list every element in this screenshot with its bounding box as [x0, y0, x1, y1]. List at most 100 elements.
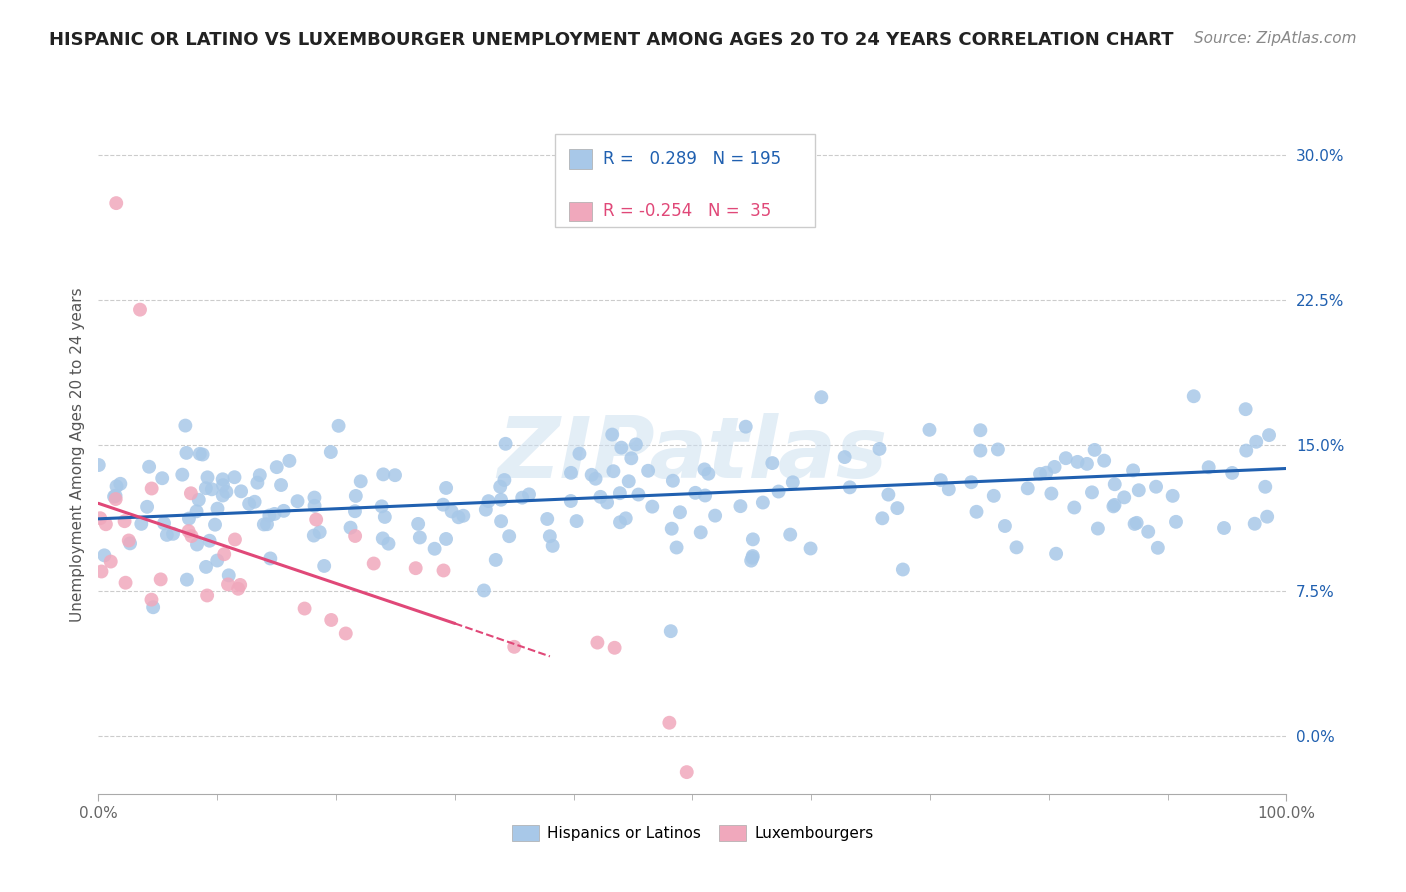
Point — [669, 505, 692, 519]
Point — [105, 479, 128, 493]
Point — [350, 475, 373, 489]
Point — [1213, 521, 1236, 535]
Point — [114, 575, 136, 590]
Point — [186, 537, 208, 551]
Point — [405, 561, 427, 575]
Point — [176, 446, 198, 460]
Point — [406, 516, 429, 531]
Point — [617, 475, 640, 489]
Point — [662, 474, 685, 488]
Point — [453, 508, 475, 523]
Point — [675, 765, 697, 780]
Point — [495, 437, 517, 451]
Point — [104, 491, 127, 506]
Point — [1258, 428, 1281, 442]
Point — [1220, 466, 1243, 480]
Point — [661, 522, 683, 536]
Point — [339, 521, 361, 535]
Point — [374, 510, 396, 524]
Point — [477, 494, 499, 508]
Point — [1182, 389, 1205, 403]
Point — [263, 507, 285, 521]
Point — [475, 502, 498, 516]
Point — [344, 529, 367, 543]
Point — [741, 549, 763, 563]
Point — [377, 536, 399, 550]
Point — [118, 533, 141, 548]
Point — [1076, 457, 1098, 471]
Point — [1256, 509, 1278, 524]
Point — [568, 447, 591, 461]
Point — [149, 573, 172, 587]
Point — [782, 475, 804, 490]
Point — [138, 459, 160, 474]
Text: Source: ZipAtlas.com: Source: ZipAtlas.com — [1194, 31, 1357, 46]
Point — [1084, 442, 1107, 457]
Point — [761, 456, 783, 470]
Point — [538, 529, 561, 543]
Point — [1040, 486, 1063, 500]
Point — [434, 481, 457, 495]
Point — [1092, 453, 1115, 467]
Point — [603, 640, 626, 655]
Point — [211, 472, 233, 486]
Point — [510, 491, 533, 505]
Point — [224, 470, 246, 484]
Point — [1054, 451, 1077, 466]
Point — [969, 443, 991, 458]
Point — [308, 525, 330, 540]
Point — [1005, 541, 1028, 555]
Point — [373, 467, 395, 482]
Point — [294, 601, 316, 615]
Point — [589, 490, 612, 504]
Point — [799, 541, 821, 556]
Point — [1063, 500, 1085, 515]
Point — [215, 484, 238, 499]
Point — [249, 468, 271, 483]
Point — [278, 454, 301, 468]
Point — [1125, 516, 1147, 530]
Point — [734, 419, 756, 434]
Point — [204, 517, 226, 532]
Point — [305, 512, 328, 526]
Legend: Hispanics or Latinos, Luxembourgers: Hispanics or Latinos, Luxembourgers — [506, 819, 879, 847]
Point — [869, 442, 891, 456]
Point — [987, 442, 1010, 457]
Point — [142, 600, 165, 615]
Point — [689, 525, 711, 540]
Y-axis label: Unemployment Among Ages 20 to 24 years: Unemployment Among Ages 20 to 24 years — [69, 287, 84, 623]
Point — [730, 499, 752, 513]
Point — [141, 482, 163, 496]
Point — [610, 441, 633, 455]
Point — [270, 478, 292, 492]
Point — [229, 578, 252, 592]
Point — [321, 613, 343, 627]
Point — [969, 423, 991, 437]
Point — [180, 529, 202, 543]
Point — [1104, 498, 1126, 512]
Point — [217, 577, 239, 591]
Point — [172, 467, 194, 482]
Point — [918, 423, 941, 437]
Point — [129, 302, 152, 317]
Point — [211, 489, 233, 503]
Point — [838, 480, 860, 494]
Point — [489, 492, 512, 507]
Point — [1104, 477, 1126, 491]
Point — [877, 487, 900, 501]
Point — [191, 448, 214, 462]
Point — [517, 487, 540, 501]
Point — [704, 508, 727, 523]
Point — [229, 484, 252, 499]
Point — [370, 500, 392, 514]
Point — [89, 511, 111, 525]
Point — [560, 466, 582, 480]
Point — [602, 464, 624, 478]
Point — [384, 468, 406, 483]
Point — [1043, 459, 1066, 474]
Point — [1017, 481, 1039, 495]
Point — [156, 528, 179, 542]
Point — [565, 514, 588, 528]
Point — [304, 491, 326, 505]
Point — [314, 558, 336, 573]
